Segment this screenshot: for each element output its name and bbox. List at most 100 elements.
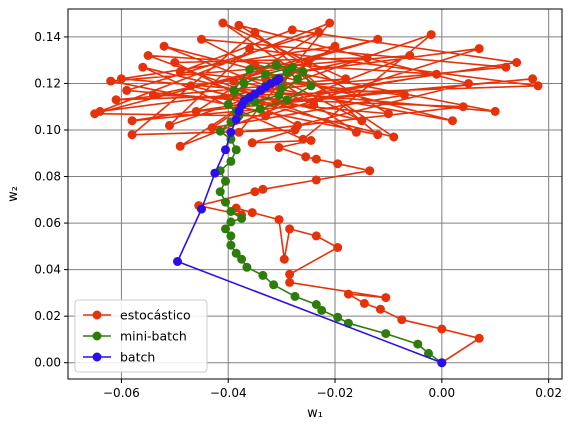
plot-frame (67, 8, 563, 380)
data-point (301, 152, 311, 162)
data-point (175, 141, 185, 151)
legend-entry: batch (83, 350, 155, 365)
data-point (231, 248, 241, 258)
y-tick-label: 0.00 (34, 356, 61, 370)
data-point (226, 240, 236, 250)
y-tick-label: 0.12 (34, 76, 61, 90)
data-point (274, 74, 284, 84)
data-point (274, 143, 284, 152)
data-point (231, 145, 241, 155)
data-point (274, 90, 284, 100)
data-point (175, 67, 185, 77)
data-point (173, 257, 182, 266)
legend-marker (92, 331, 102, 341)
data-point (274, 215, 284, 225)
data-point (221, 197, 230, 207)
data-point (170, 58, 180, 67)
legend-marker (92, 310, 102, 320)
data-point (357, 116, 367, 126)
data-point (298, 134, 308, 144)
data-point (165, 120, 174, 130)
data-point (218, 18, 228, 28)
data-point (111, 95, 121, 105)
data-point (258, 184, 268, 194)
data-point (226, 127, 236, 137)
x-tick-label: 0.00 (428, 386, 455, 400)
y-tick-label: 0.10 (34, 123, 61, 137)
data-point (448, 116, 457, 126)
series-batch (173, 74, 447, 368)
data-point (234, 20, 244, 30)
data-point (373, 34, 383, 44)
legend-box (74, 299, 208, 373)
data-point (405, 51, 415, 60)
x-axis: −0.06 −0.04 −0.02 0.00 0.02 (103, 379, 562, 400)
x-axis-label: w₁ (307, 406, 323, 421)
data-point (215, 126, 225, 136)
data-point (285, 224, 295, 234)
data-point (474, 44, 484, 54)
data-point (512, 58, 522, 67)
data-point (490, 106, 500, 116)
data-point (317, 305, 327, 315)
y-tick-label: 0.06 (34, 216, 61, 230)
data-point (277, 83, 287, 93)
data-point (533, 81, 543, 91)
data-point (242, 262, 252, 272)
data-point (210, 168, 220, 178)
data-point (90, 109, 100, 119)
data-point (197, 34, 206, 44)
data-point (437, 358, 447, 368)
data-point (234, 127, 244, 137)
data-point (287, 25, 297, 35)
x-tick-label: −0.06 (103, 386, 140, 400)
data-point (143, 51, 153, 60)
data-point (325, 18, 335, 28)
data-point (351, 127, 361, 137)
data-point (258, 270, 268, 280)
data-point (365, 166, 375, 176)
data-point (191, 106, 201, 116)
data-point (306, 136, 316, 145)
data-point (127, 130, 137, 140)
data-point (247, 208, 257, 218)
data-point (397, 315, 407, 325)
data-point (207, 123, 217, 133)
data-point (381, 329, 391, 339)
y-axis: 0.00 0.02 0.04 0.06 0.08 0.10 0.12 0.14 (34, 30, 68, 370)
y-tick-label: 0.02 (34, 309, 61, 323)
data-point (330, 41, 340, 51)
data-point (458, 102, 468, 112)
y-axis-label: w₂ (6, 186, 21, 202)
data-point (285, 269, 295, 279)
data-point (159, 41, 169, 51)
data-point (261, 111, 271, 121)
data-point (197, 204, 206, 214)
data-point (298, 67, 308, 77)
data-point (221, 224, 230, 234)
data-point (333, 312, 343, 322)
data-point (255, 104, 265, 114)
data-point (424, 348, 433, 358)
y-tick-label: 0.08 (34, 170, 61, 184)
data-point (148, 90, 158, 100)
data-point (314, 27, 324, 37)
data-point (400, 90, 409, 100)
data-point (226, 217, 236, 227)
data-point (306, 81, 316, 91)
data-point (290, 291, 300, 301)
data-point (285, 277, 295, 287)
legend-entry: mini-batch (83, 329, 187, 344)
data-point (239, 79, 249, 88)
data-point (413, 339, 423, 349)
data-point (237, 254, 247, 264)
data-point (223, 99, 233, 109)
data-point (122, 85, 132, 95)
data-point (186, 81, 196, 91)
data-point (116, 74, 126, 84)
data-point (309, 99, 319, 109)
x-tick-label: −0.02 (317, 386, 354, 400)
data-point (261, 69, 271, 79)
data-point (226, 231, 236, 241)
